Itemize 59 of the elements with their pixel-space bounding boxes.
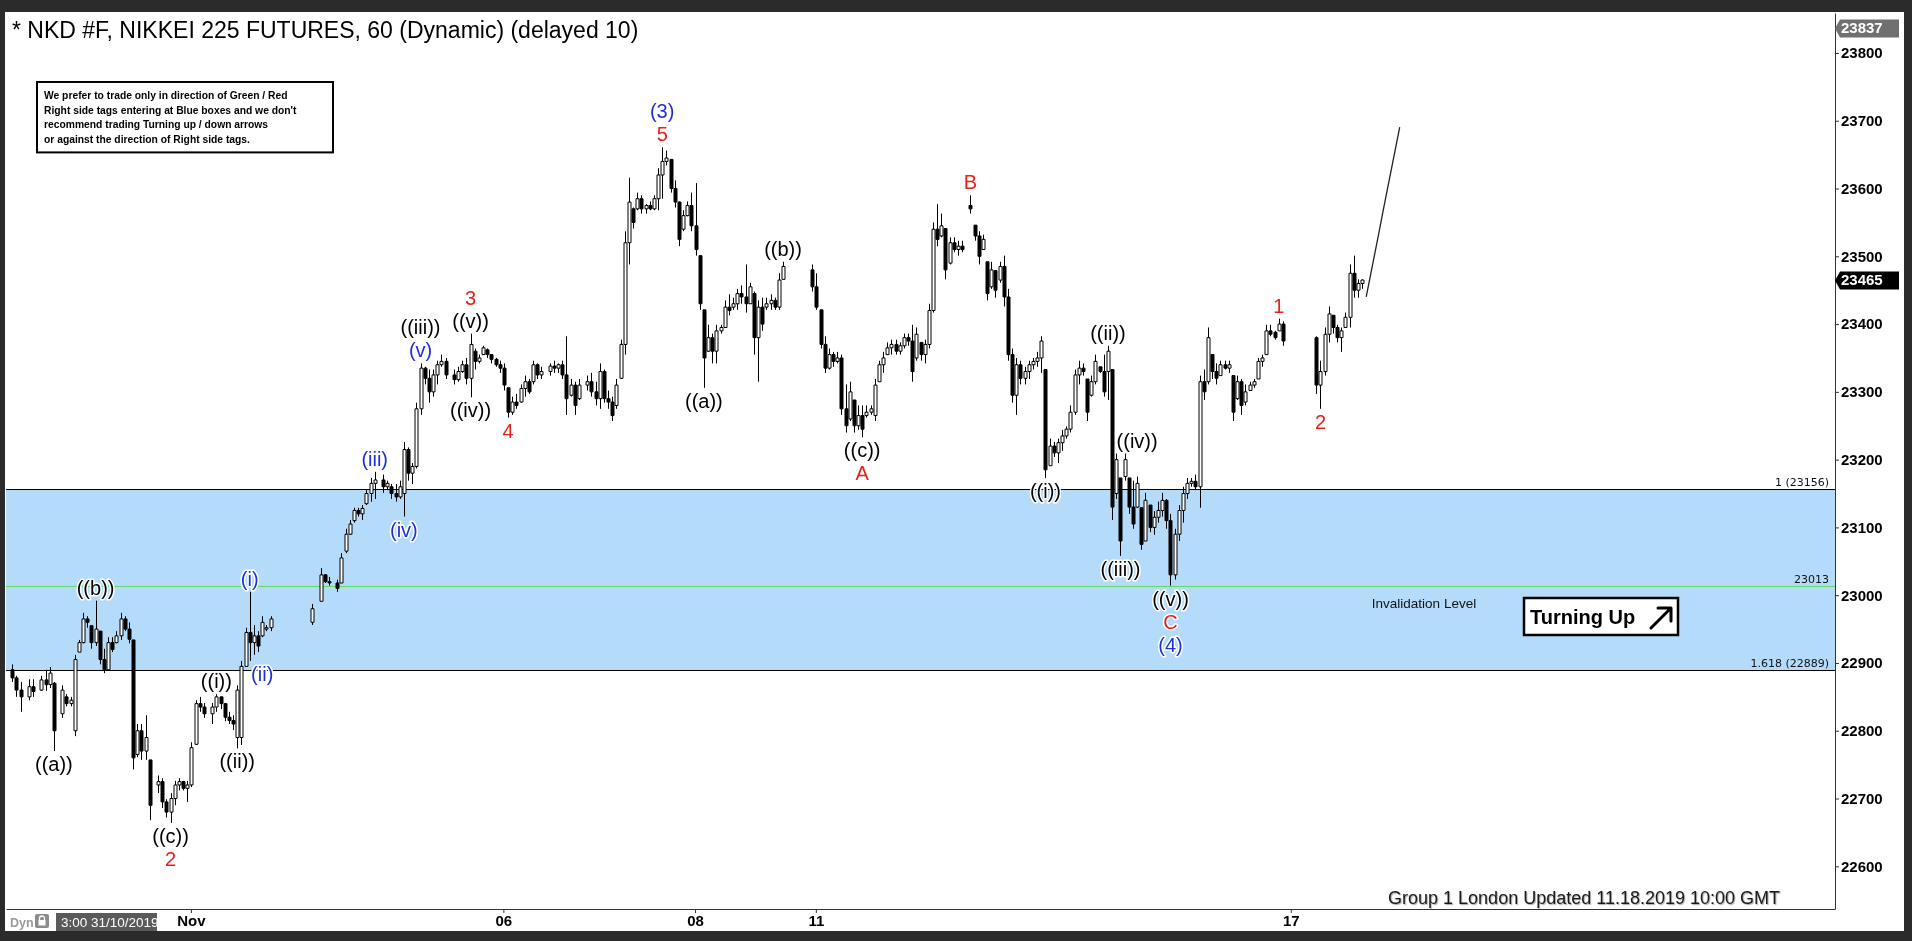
- annotation: A: [855, 462, 870, 485]
- chart-title: * NKD #F, NIKKEI 225 FUTURES, 60 (Dynamic) (delayed 10): [12, 17, 639, 43]
- x-tick-label: 06: [495, 911, 513, 929]
- annotation: (3): [649, 100, 675, 123]
- annotation: 3: [464, 286, 477, 309]
- y-tick-label: 23600: [1841, 179, 1883, 197]
- annotation: ((b)): [764, 237, 802, 260]
- annotation: B: [963, 171, 978, 194]
- y-tick-label: 23465: [1841, 271, 1883, 289]
- y-tick-label: 23837: [1841, 19, 1883, 37]
- annotation: ((i)): [200, 670, 232, 693]
- y-tick-label: 23100: [1841, 518, 1883, 536]
- text: 3:00 31/10/2019: [61, 915, 159, 930]
- annotation: Group 1 London Updated 11.18.2019 10:00 GMT: [1388, 888, 1780, 908]
- y-tick-label: 23800: [1841, 44, 1883, 62]
- annotation: ((c)): [843, 439, 881, 462]
- ref-line-label: 1.618 (22889): [1750, 656, 1829, 670]
- annotation: 1: [1273, 294, 1285, 317]
- y-tick-label: 23400: [1841, 315, 1883, 333]
- annotation: ((a)): [684, 389, 723, 412]
- annotation: 5: [656, 123, 668, 146]
- annotation: Invalidation Level: [1371, 595, 1477, 611]
- y-tick-label: 23000: [1841, 586, 1883, 604]
- annotation: (4): [1158, 633, 1183, 656]
- annotation: ((c)): [152, 824, 189, 847]
- annotation: ((ii)): [1090, 321, 1126, 344]
- annotation: ((ii)): [219, 750, 255, 773]
- y-tick-label: 23300: [1841, 383, 1883, 401]
- y-tick-label: 23500: [1841, 247, 1883, 265]
- x-tick-label: 17: [1282, 911, 1300, 929]
- y-tick-label: 23200: [1841, 450, 1883, 468]
- annotation: (v): [408, 339, 433, 362]
- x-tick-label: 08: [687, 911, 704, 929]
- y-tick-label: 23700: [1841, 112, 1883, 130]
- x-tick-label: 11: [808, 911, 825, 929]
- annotation: (iv): [390, 518, 418, 541]
- ref-line-label: 1 (23156): [1774, 475, 1829, 489]
- annotation: ((iv)): [1116, 429, 1158, 452]
- annotation: Turning Up: [1530, 606, 1636, 628]
- annotation: 2: [1314, 410, 1327, 433]
- annotation: We prefer to trade only in direction of Green / Red Right side tags entering at Blue boxes and we don't recommend trading Turning up / down arrows or against the direction of Right side tags.: [44, 90, 298, 145]
- annotation: ((iv)): [449, 399, 492, 422]
- annotation: (i): [240, 567, 259, 590]
- x-tick-label: Nov: [177, 911, 207, 929]
- y-tick-label: 22800: [1841, 722, 1883, 740]
- annotation: 4: [502, 419, 514, 442]
- annotation: (iii): [361, 447, 389, 470]
- annotation: C: [1163, 610, 1178, 633]
- annotation: 2: [165, 847, 177, 870]
- annotation: ((iii)): [1100, 557, 1141, 580]
- y-tick-label: 22600: [1841, 857, 1883, 875]
- ref-line-label: 23013: [1794, 572, 1829, 586]
- annotation: ((iii)): [400, 316, 441, 339]
- text: Dyn: [10, 916, 34, 930]
- y-tick-label: 22900: [1841, 654, 1883, 672]
- y-tick-label: 22700: [1841, 789, 1883, 807]
- annotation: ((v)): [452, 309, 489, 332]
- annotation: ((v)): [1152, 587, 1189, 610]
- annotation: ((a)): [35, 753, 73, 776]
